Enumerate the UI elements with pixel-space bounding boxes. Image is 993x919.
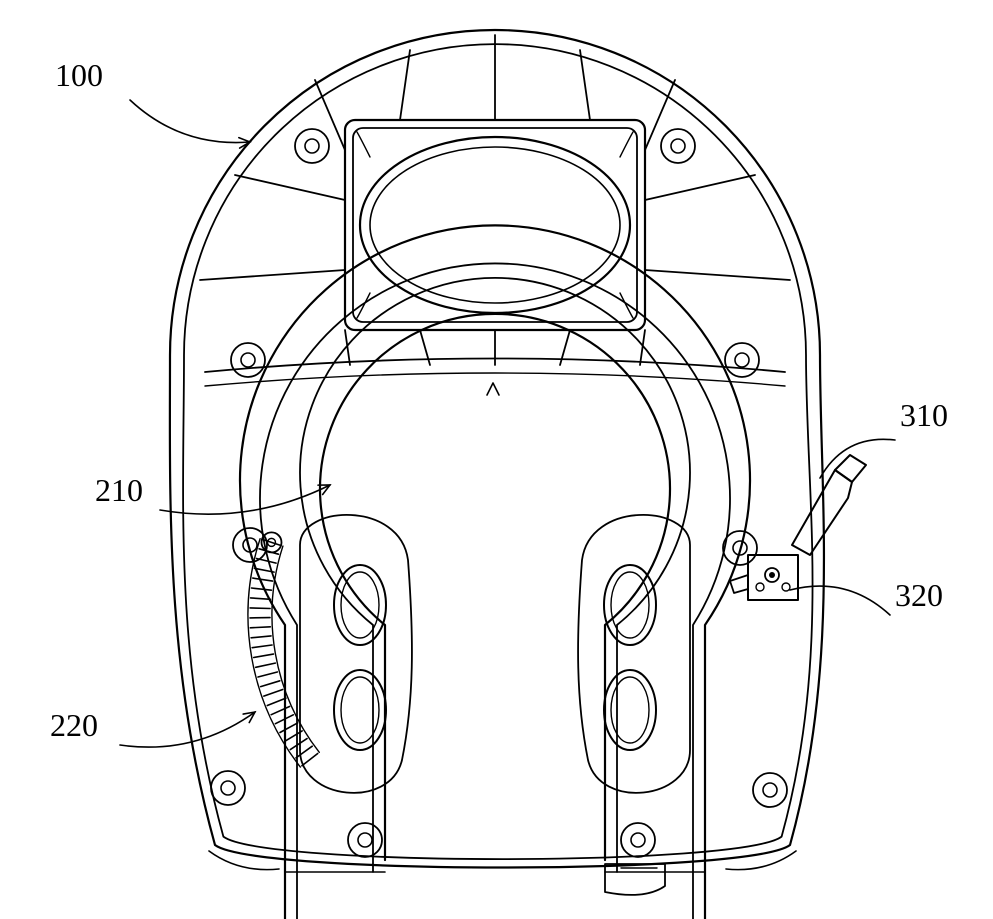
label-320: 320 [895,577,943,614]
label-100: 100 [55,57,103,94]
label-310: 310 [900,397,948,434]
patent-figure [0,0,993,919]
label-210: 210 [95,472,143,509]
label-220: 220 [50,707,98,744]
